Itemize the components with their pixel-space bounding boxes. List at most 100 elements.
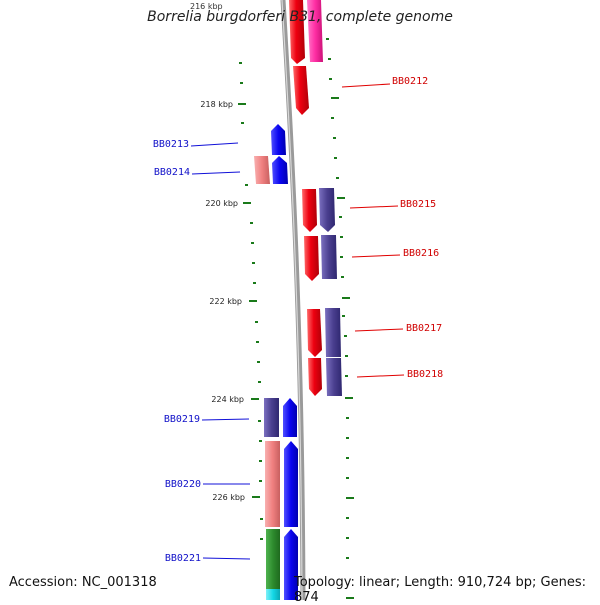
minor-tick [336, 177, 339, 179]
gene-feature-bb0220-blue[interactable] [284, 441, 298, 527]
gene-feature-bb0219-blue[interactable] [283, 398, 297, 437]
right-minor-ticks [326, 38, 349, 559]
minor-tick [251, 242, 254, 244]
gene-feature-top-red[interactable] [289, 0, 305, 64]
minor-tick [333, 137, 336, 139]
gene-label-bb0216[interactable]: BB0216 [403, 248, 439, 259]
gene-label-bb0220[interactable]: BB0220 [165, 479, 201, 490]
major-tick [331, 97, 339, 99]
gene-label-bb0218[interactable]: BB0218 [407, 369, 443, 380]
leader-lines-right [341, 83, 405, 378]
minor-tick [345, 355, 348, 357]
minor-tick [260, 518, 263, 520]
leader-line-bb0219 [201, 418, 250, 421]
leader-line-bb0221 [202, 557, 251, 560]
accession-text: Accession: NC_001318 [9, 575, 157, 590]
genome-backbone [280, 0, 306, 600]
gene-feature-bb0214-blue[interactable] [272, 156, 288, 184]
minor-tick [259, 440, 262, 442]
leader-line-bb0216 [351, 254, 401, 258]
gene-label-bb0215[interactable]: BB0215 [400, 199, 436, 210]
major-tick-222: 222 kbp [209, 297, 257, 306]
minor-tick [245, 184, 248, 186]
major-tick [345, 397, 353, 399]
leader-line-bb0214 [191, 171, 241, 175]
minor-tick [250, 222, 253, 224]
minor-tick [346, 477, 349, 479]
tick-label-216kbp: 216 kbp [190, 2, 223, 11]
gene-feature-bb0221-blue[interactable] [284, 529, 298, 600]
minor-tick [257, 361, 260, 363]
gene-feature-bb0220-salmon[interactable] [265, 441, 280, 527]
major-tick-226: 226 kbp [212, 493, 260, 502]
leader-line-bb0217 [354, 328, 404, 332]
gene-feature-bb0215-red[interactable] [302, 189, 317, 232]
major-tick [346, 497, 354, 499]
genome-summary-text: Topology: linear; Length: 910,724 bp; Ge… [294, 575, 586, 605]
leader-line-bb0212 [341, 83, 391, 88]
minor-tick [255, 321, 258, 323]
gene-feature-bb0219-navy[interactable] [264, 398, 279, 437]
gene-feature-bb0218-red[interactable] [308, 358, 322, 396]
minor-tick [340, 256, 343, 258]
gene-label-bb0212[interactable]: BB0212 [392, 76, 428, 87]
major-tick [346, 597, 354, 599]
svg-text:226 kbp: 226 kbp [212, 493, 245, 502]
gene-label-bb0214[interactable]: BB0214 [154, 167, 190, 178]
minor-tick [329, 78, 332, 80]
genome-backbone-highlight [281, 0, 303, 600]
gene-feature-bb0214-salmon[interactable] [254, 156, 270, 184]
svg-text:222 kbp: 222 kbp [209, 297, 242, 306]
minor-tick [342, 315, 345, 317]
gene-label-bb0221[interactable]: BB0221 [165, 553, 201, 564]
minor-tick [258, 381, 261, 383]
minor-tick [345, 375, 348, 377]
minor-tick [258, 420, 261, 422]
gene-feature-bb0217-red[interactable] [307, 309, 322, 357]
gene-feature-bb0216-navy[interactable] [321, 235, 337, 279]
major-tick-224: 224 kbp [211, 395, 259, 404]
minor-tick [253, 282, 256, 284]
minor-tick [252, 262, 255, 264]
minor-tick [341, 276, 344, 278]
minor-tick [240, 82, 243, 84]
gene-feature-cyan[interactable] [266, 589, 280, 600]
svg-text:224 kbp: 224 kbp [211, 395, 244, 404]
minor-tick [346, 437, 349, 439]
minor-tick [334, 157, 337, 159]
leader-line-bb0215 [349, 205, 399, 209]
minor-tick [346, 417, 349, 419]
minor-tick [339, 216, 342, 218]
gene-feature-top-magenta[interactable] [307, 0, 323, 62]
gene-feature-bb0216-red[interactable] [304, 236, 319, 281]
minor-tick [259, 480, 262, 482]
major-tick [337, 197, 345, 199]
minor-tick [326, 38, 329, 40]
gene-feature-bb0213[interactable] [271, 124, 286, 155]
right-major-ticks [331, 97, 354, 599]
gene-feature-bb0217-navy[interactable] [325, 308, 341, 357]
gene-label-bb0219[interactable]: BB0219 [164, 414, 200, 425]
gene-labels-right: BB0212 BB0215 BB0216 BB0217 BB0218 [392, 76, 443, 380]
minor-tick [259, 460, 262, 462]
minor-tick [346, 557, 349, 559]
gene-label-bb0213[interactable]: BB0213 [153, 139, 189, 150]
gene-feature-bb0221-green[interactable] [266, 529, 280, 589]
minor-tick [344, 335, 347, 337]
major-tick-218: 218 kbp [200, 100, 246, 109]
genome-title: Borrelia burgdorferi B31, complete genom… [147, 9, 453, 25]
gene-feature-bb0212[interactable] [293, 66, 309, 115]
major-tick [342, 297, 350, 299]
minor-tick [256, 341, 259, 343]
gene-label-bb0217[interactable]: BB0217 [406, 323, 442, 334]
gene-feature-bb0218-navy[interactable] [326, 358, 342, 396]
major-tick-220: 220 kbp [205, 199, 251, 208]
leader-line-bb0213 [190, 142, 239, 147]
gene-feature-bb0215-navy[interactable] [319, 188, 335, 232]
minor-tick [346, 517, 349, 519]
leader-line-bb0218 [356, 374, 405, 378]
minor-tick [346, 537, 349, 539]
minor-tick [260, 538, 263, 540]
leader-lines-left [190, 142, 251, 560]
